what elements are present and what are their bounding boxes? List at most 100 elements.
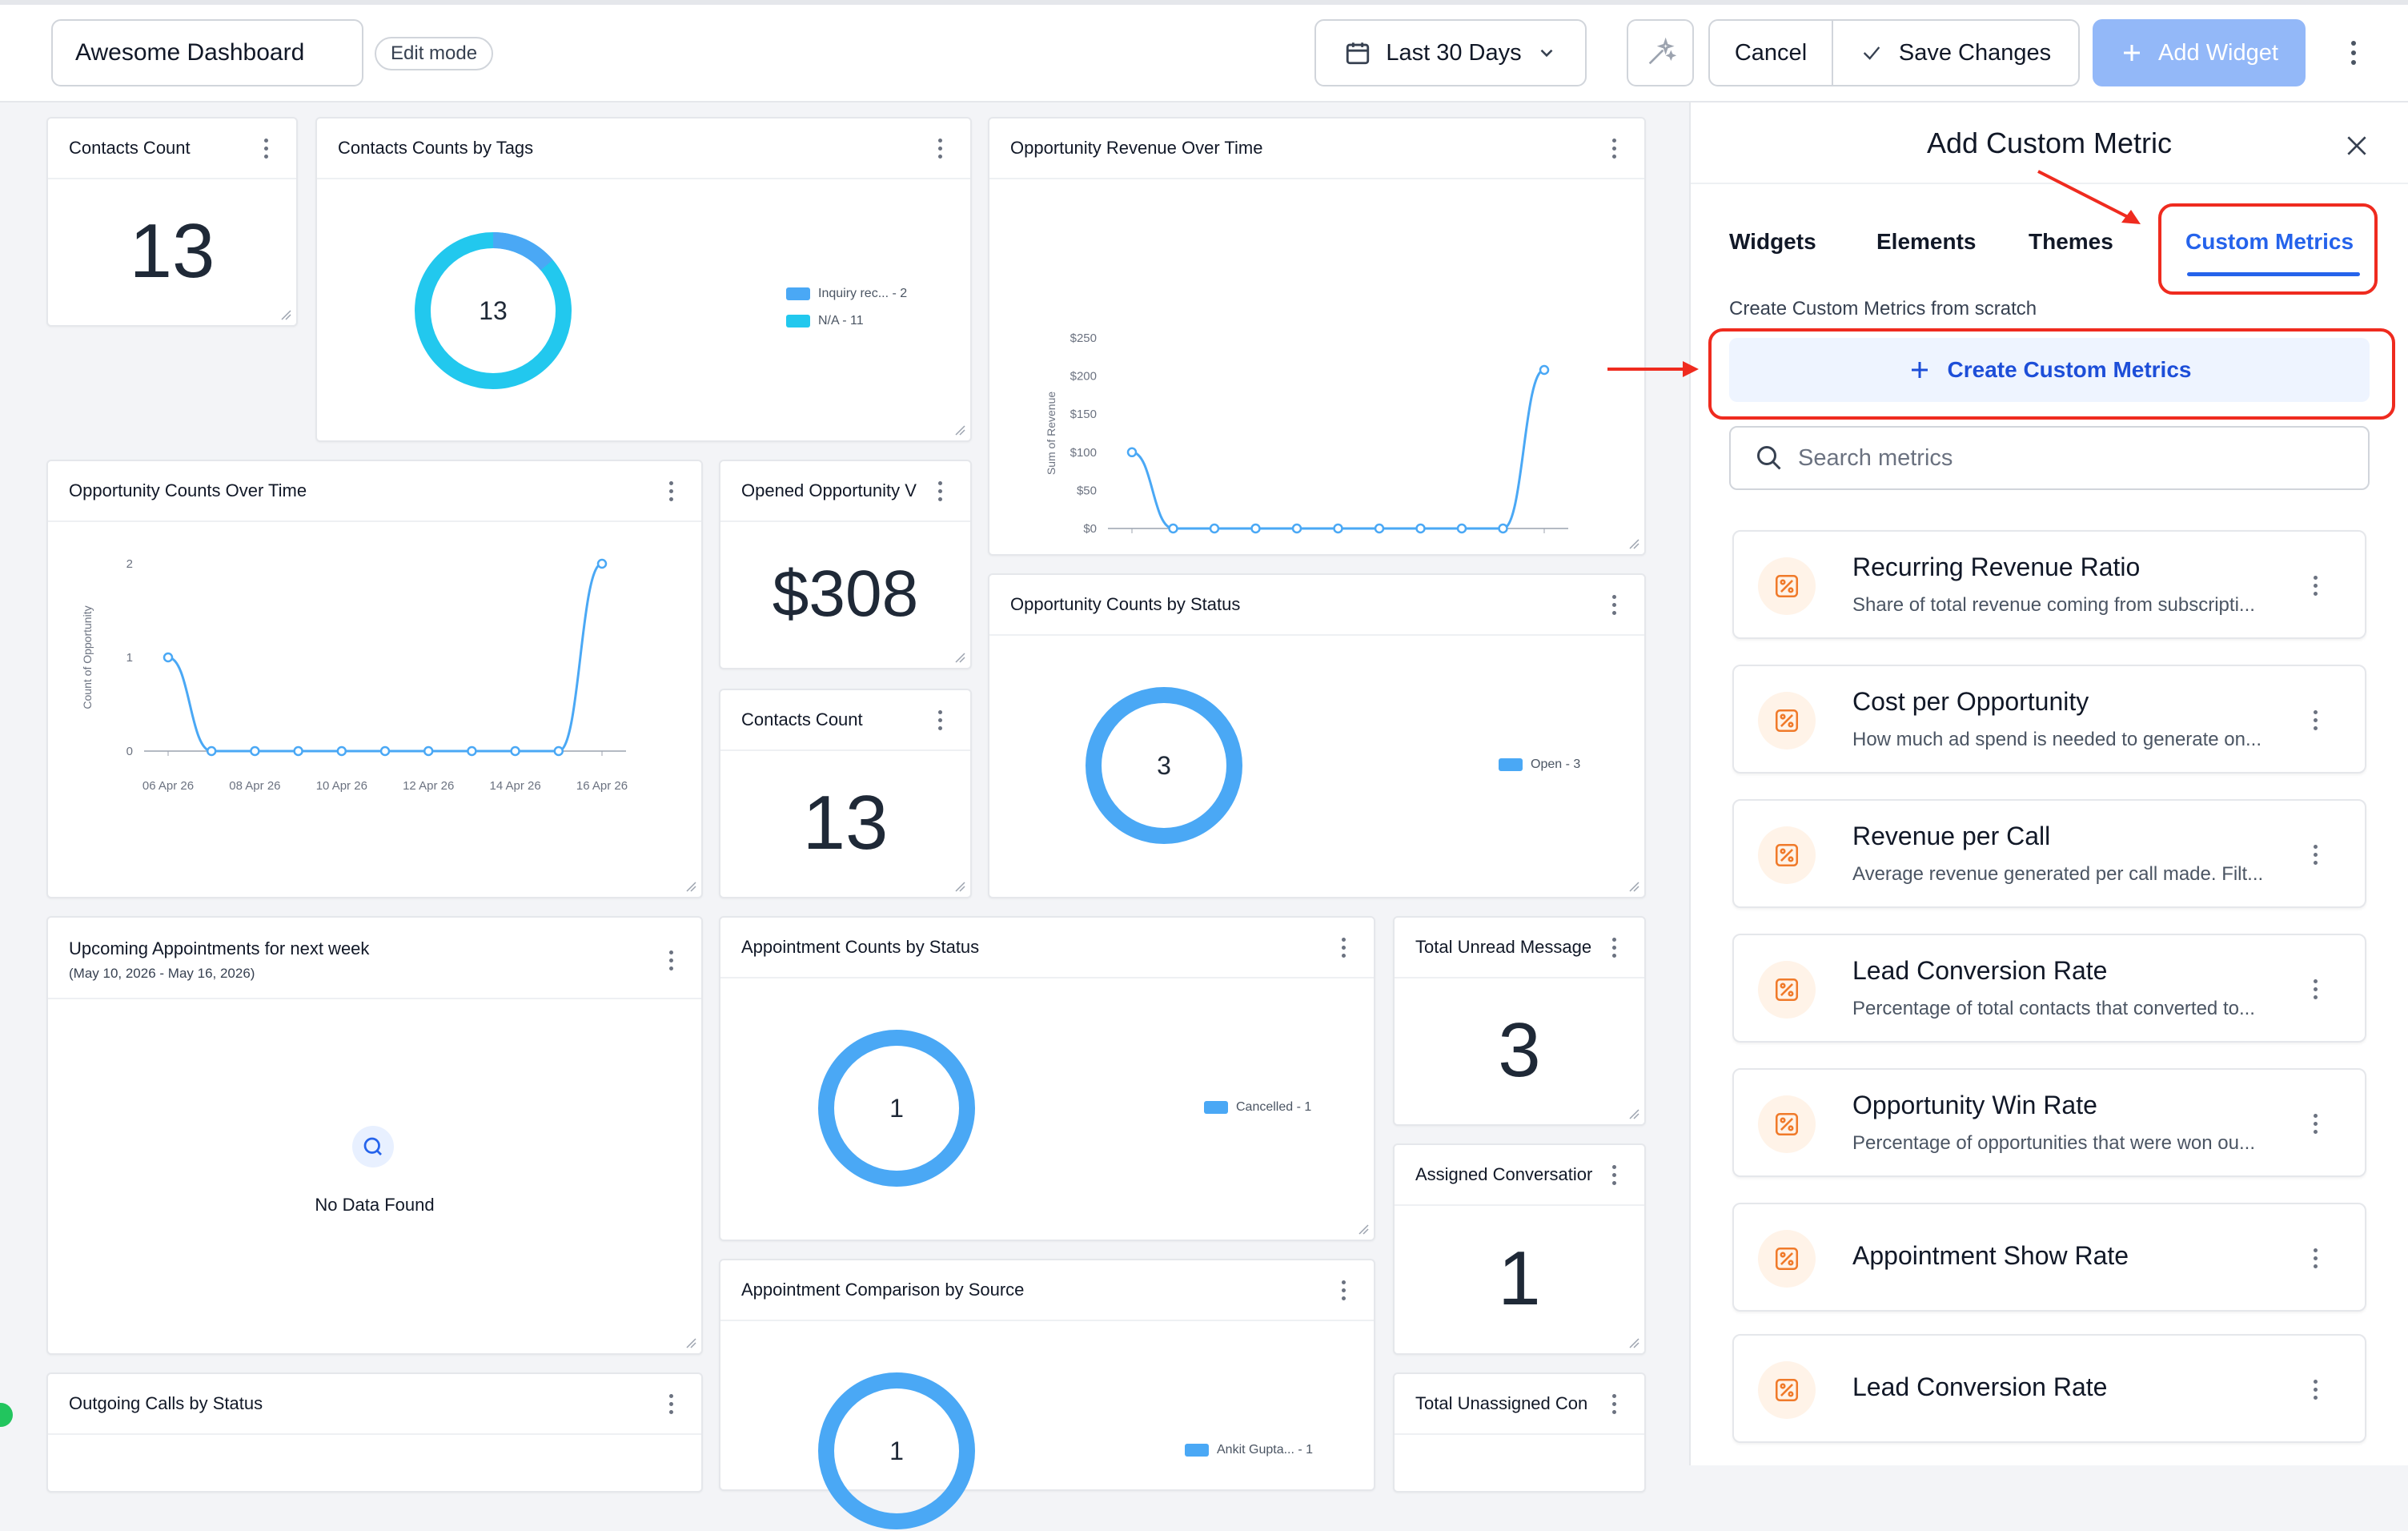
metric-menu-icon[interactable] <box>2306 975 2325 1003</box>
widget-menu-icon[interactable] <box>1604 1161 1623 1188</box>
resize-handle-icon[interactable] <box>954 881 965 892</box>
search-metrics-field[interactable]: Search metrics <box>1729 426 2370 490</box>
donut-slice-open <box>1086 687 1242 844</box>
y-axis-label: Count of Opportunity <box>81 605 94 709</box>
widget-total-unassigned[interactable]: Total Unassigned Con <box>1393 1372 1646 1493</box>
resize-handle-icon[interactable] <box>954 424 965 436</box>
metric-menu-icon[interactable] <box>2306 1376 2325 1403</box>
widget-title: Contacts Count <box>69 138 191 158</box>
legend-item[interactable]: Cancelled - 1 <box>1204 1100 1311 1115</box>
widget-opened-opportunity[interactable]: Opened Opportunity V $308 <box>719 460 972 669</box>
metric-item[interactable]: Appointment Show Rate <box>1732 1203 2366 1312</box>
widget-assigned-conversations[interactable]: Assigned Conversatior 1 <box>1393 1143 1646 1355</box>
widget-menu-icon[interactable] <box>1334 1276 1353 1304</box>
ai-magic-button[interactable] <box>1627 19 1694 86</box>
resize-handle-icon[interactable] <box>1628 538 1639 549</box>
metric-menu-icon[interactable] <box>2306 572 2325 599</box>
widget-contacts-count[interactable]: Contacts Count 13 <box>46 117 298 327</box>
check-icon <box>1863 46 1880 60</box>
chevron-down-icon <box>1540 49 1553 58</box>
tab-themes[interactable]: Themes <box>2029 229 2113 254</box>
x-tick-label: 14 Apr 26 <box>489 779 540 793</box>
widget-menu-icon[interactable] <box>661 946 680 974</box>
create-from-scratch-label: Create Custom Metrics from scratch <box>1729 298 2037 319</box>
widget-menu-icon[interactable] <box>1604 934 1623 961</box>
status-donut-chart <box>1086 687 1242 844</box>
add-widget-button[interactable]: Add Widget <box>2093 19 2306 86</box>
metric-item[interactable]: Recurring Revenue Ratio Share of total re… <box>1732 530 2366 639</box>
resize-handle-icon[interactable] <box>280 309 291 320</box>
resize-handle-icon[interactable] <box>685 881 696 892</box>
x-tick-label: 16 Apr 26 <box>576 779 628 793</box>
widget-menu-icon[interactable] <box>1604 591 1623 618</box>
metric-menu-icon[interactable] <box>2306 706 2325 733</box>
more-options-icon[interactable] <box>2338 32 2370 74</box>
chart-legend: Ankit Gupta... - 1 <box>1185 1443 1313 1457</box>
create-custom-metrics-button[interactable]: Create Custom Metrics <box>1729 338 2370 402</box>
metric-item[interactable]: Lead Conversion Rate Percentage of total … <box>1732 934 2366 1043</box>
close-icon[interactable] <box>2344 133 2370 159</box>
metric-menu-icon[interactable] <box>2306 841 2325 868</box>
resize-handle-icon[interactable] <box>954 652 965 663</box>
percent-badge-icon <box>1758 826 1816 884</box>
widget-menu-icon[interactable] <box>930 477 949 504</box>
tab-custom-metrics[interactable]: Custom Metrics <box>2185 229 2354 254</box>
metric-item[interactable]: Cost per Opportunity How much ad spend is… <box>1732 665 2366 774</box>
widget-menu-icon[interactable] <box>1604 135 1623 162</box>
widget-title: Opportunity Counts by Status <box>1010 594 1241 614</box>
data-point <box>1250 523 1261 534</box>
cancel-button[interactable]: Cancel <box>1710 21 1833 85</box>
percent-badge-icon <box>1758 557 1816 615</box>
resize-handle-icon[interactable] <box>1628 1337 1639 1348</box>
resize-handle-icon[interactable] <box>1358 1224 1369 1235</box>
widget-appointment-by-status[interactable]: Appointment Counts by Status 1 Cancelled… <box>719 916 1375 1241</box>
data-point <box>1291 523 1302 534</box>
data-point <box>1333 523 1343 534</box>
resize-handle-icon[interactable] <box>1628 881 1639 892</box>
x-tick-label: 10 Apr 26 <box>316 779 367 793</box>
widget-opportunity-by-status[interactable]: Opportunity Counts by Status 3 Open - 3 <box>988 573 1646 898</box>
widget-total-unread[interactable]: Total Unread Message 3 <box>1393 916 1646 1126</box>
data-point <box>1209 523 1220 534</box>
donut-slice-inquiry <box>492 232 553 271</box>
save-changes-label: Save Changes <box>1898 39 2052 66</box>
resize-handle-icon[interactable] <box>1628 1108 1639 1119</box>
widget-appointment-comparison[interactable]: Appointment Comparison by Source 1 Ankit… <box>719 1259 1375 1529</box>
widget-menu-icon[interactable] <box>930 135 949 162</box>
widget-contacts-by-tags[interactable]: Contacts Counts by Tags 13 Inquiry rec..… <box>315 117 972 442</box>
tab-widgets[interactable]: Widgets <box>1729 229 1816 254</box>
metric-menu-icon[interactable] <box>2306 1110 2325 1137</box>
widget-opportunity-revenue[interactable]: Opportunity Revenue Over Time $250 $200 $1… <box>988 117 1646 556</box>
widget-upcoming-appointments[interactable]: Upcoming Appointments for next week (May… <box>46 916 703 1355</box>
donut-center-value: 1 <box>889 1093 904 1123</box>
resize-handle-icon[interactable] <box>685 1337 696 1348</box>
legend-item[interactable]: Open - 3 <box>1499 757 1580 772</box>
legend-item[interactable]: Ankit Gupta... - 1 <box>1185 1443 1313 1457</box>
widget-outgoing-calls[interactable]: Outgoing Calls by Status <box>46 1372 703 1493</box>
widget-menu-icon[interactable] <box>930 706 949 733</box>
metric-item[interactable]: Revenue per Call Average revenue generate… <box>1732 799 2366 908</box>
metric-description: Percentage of total contacts that conver… <box>1852 998 2255 1019</box>
metric-item[interactable]: Opportunity Win Rate Percentage of opport… <box>1732 1068 2366 1177</box>
widget-menu-icon[interactable] <box>256 135 275 162</box>
status-indicator[interactable] <box>0 1403 13 1427</box>
widget-menu-icon[interactable] <box>1604 1390 1623 1417</box>
widget-opportunity-counts-time[interactable]: Opportunity Counts Over Time 2 1 0 06 Apr 2… <box>46 460 703 898</box>
arrow-annotation-icon <box>2037 170 2141 224</box>
widget-menu-icon[interactable] <box>661 1390 680 1417</box>
date-range-dropdown[interactable]: Last 30 Days <box>1314 19 1587 86</box>
metric-menu-icon[interactable] <box>2306 1244 2325 1272</box>
percent-badge-icon <box>1758 961 1816 1019</box>
widget-menu-icon[interactable] <box>661 477 680 504</box>
legend-item[interactable]: Inquiry rec... - 2 <box>786 287 907 301</box>
widget-contacts-count[interactable]: Contacts Count 13 <box>719 689 972 898</box>
tab-elements[interactable]: Elements <box>1876 229 1977 254</box>
widget-menu-icon[interactable] <box>1334 934 1353 961</box>
y-tick-label: 2 <box>126 557 133 571</box>
metric-item[interactable]: Lead Conversion Rate <box>1732 1334 2366 1443</box>
donut-center-value: 1 <box>889 1436 904 1465</box>
legend-item[interactable]: N/A - 11 <box>786 314 907 328</box>
dashboard-title-input[interactable]: Awesome Dashboard <box>51 19 363 86</box>
save-changes-button[interactable]: Save Changes <box>1833 21 2078 85</box>
